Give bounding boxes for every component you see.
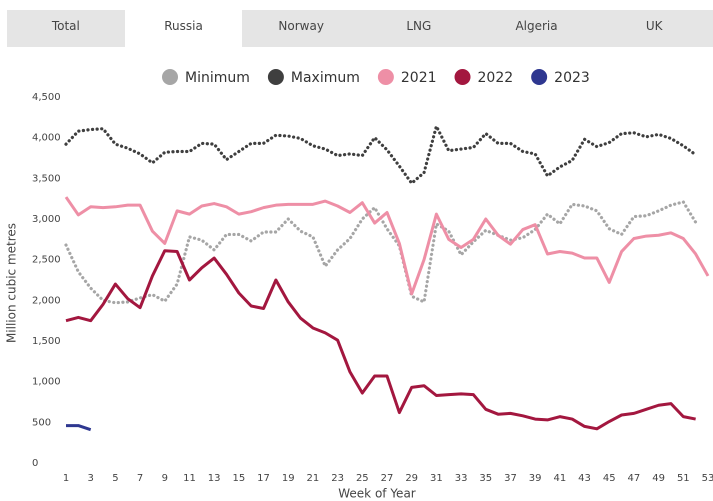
y-tick-label: 2,000 — [32, 295, 61, 306]
x-tick-label: 33 — [455, 473, 468, 484]
tab[interactable]: Algeria — [515, 19, 558, 33]
legend-label: 2021 — [401, 70, 437, 86]
x-tick-label: 3 — [88, 473, 94, 484]
x-tick-label: 27 — [381, 473, 394, 484]
y-tick-label: 3,000 — [32, 214, 61, 225]
x-tick-label: 23 — [331, 473, 344, 484]
x-tick-label: 29 — [405, 473, 418, 484]
x-tick-label: 49 — [652, 473, 665, 484]
tab[interactable]: Total — [51, 19, 80, 33]
legend-label: Maximum — [291, 70, 360, 86]
x-tick-label: 7 — [137, 473, 143, 484]
x-tick-label: 5 — [112, 473, 118, 484]
x-tick-label: 41 — [553, 473, 566, 484]
x-tick-label: 21 — [307, 473, 320, 484]
series-line — [64, 124, 698, 185]
series-line — [64, 196, 710, 296]
legend-marker — [531, 69, 548, 85]
x-tick-label: 35 — [479, 473, 492, 484]
tab[interactable]: LNG — [406, 19, 432, 33]
legend-label: 2023 — [554, 70, 590, 86]
y-tick-label: 4,500 — [32, 92, 61, 103]
x-tick-label: 31 — [430, 473, 443, 484]
x-tick-label: 51 — [677, 473, 690, 484]
x-tick-label: 11 — [183, 473, 196, 484]
legend-label: 2022 — [478, 70, 514, 86]
y-tick-label: 3,500 — [32, 173, 61, 184]
x-tick-label: 37 — [504, 473, 517, 484]
x-tick-label: 17 — [257, 473, 270, 484]
x-axis-label: Week of Year — [338, 487, 416, 501]
x-tick-label: 25 — [356, 473, 369, 484]
legend-label: Minimum — [185, 70, 250, 86]
y-tick-label: 500 — [32, 417, 51, 428]
tab[interactable]: UK — [645, 19, 663, 33]
x-tick-label: 15 — [232, 473, 245, 484]
y-tick-label: 2,500 — [32, 255, 61, 266]
tab[interactable]: Norway — [278, 19, 324, 33]
x-tick-label: 19 — [282, 473, 295, 484]
y-tick-label: 0 — [32, 458, 38, 469]
x-tick-label: 45 — [603, 473, 616, 484]
x-tick-label: 47 — [628, 473, 641, 484]
y-tick-label: 1,500 — [32, 336, 61, 347]
tab[interactable]: Russia — [124, 10, 243, 47]
y-tick-label: 4,000 — [32, 133, 61, 144]
legend-marker — [454, 69, 471, 85]
x-tick-label: 9 — [162, 473, 168, 484]
x-tick-label: 43 — [578, 473, 591, 484]
x-tick-label: 53 — [702, 473, 713, 484]
x-tick-label: 13 — [208, 473, 221, 484]
series-line — [65, 249, 696, 431]
x-tick-label: 1 — [63, 473, 69, 484]
legend-marker — [267, 69, 284, 85]
y-axis-label: Million cubic metres — [5, 223, 19, 343]
series-line — [66, 424, 92, 432]
tab-bar: Total Russia Norway LNG Algeria UK — [7, 10, 713, 47]
x-tick-label: 39 — [529, 473, 542, 484]
legend-marker — [377, 69, 394, 85]
legend-marker — [162, 69, 178, 85]
y-tick-label: 1,000 — [32, 377, 61, 388]
